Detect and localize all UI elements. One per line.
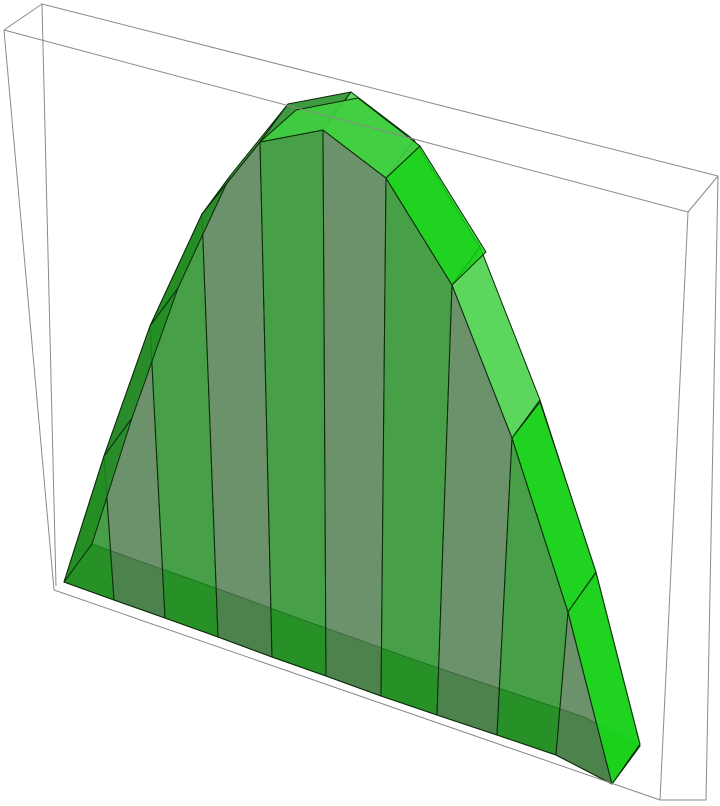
slab-front-face — [322, 129, 387, 697]
box-edge-right-front — [659, 211, 689, 801]
box-edge-top-front — [3, 29, 689, 213]
box-edge-left-front — [3, 29, 55, 591]
slab-side-highlight — [567, 571, 641, 785]
box-edge-left-back — [41, 3, 57, 587]
box-edge-bottom-front — [53, 589, 661, 801]
box-edge-top-right — [687, 175, 719, 213]
solid-top-faces — [63, 91, 641, 785]
box-edge-right-back — [705, 175, 719, 801]
box-edge-top-left — [3, 3, 43, 31]
bounding-box-front-edges — [3, 3, 719, 801]
solid-peak-cap — [259, 97, 421, 179]
box-edge-top-back — [41, 3, 719, 177]
bounding-box-back-edges — [41, 3, 719, 801]
